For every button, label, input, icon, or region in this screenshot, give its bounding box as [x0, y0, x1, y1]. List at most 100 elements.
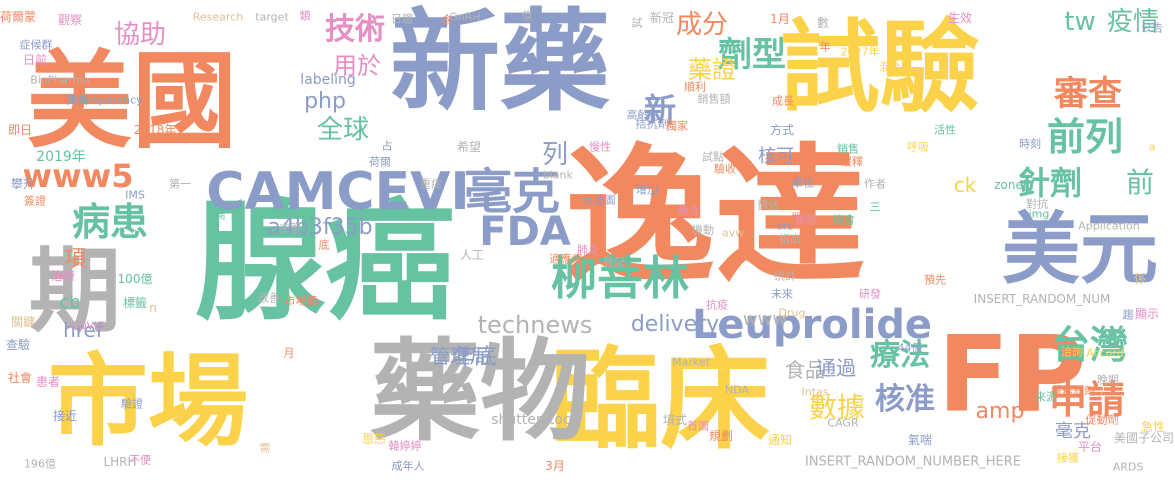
cloud-word: 需: [259, 441, 271, 455]
cloud-word: 新冠: [649, 11, 675, 25]
cloud-word: 洽詢: [1061, 345, 1083, 359]
cloud-word: 臨床: [550, 336, 770, 464]
cloud-word: 核可: [758, 146, 794, 167]
cloud-word: 成長: [772, 94, 794, 108]
cloud-word: 三: [869, 200, 881, 214]
cloud-word: 研發: [859, 287, 881, 301]
cloud-word: 改善: [258, 291, 280, 305]
cloud-word: ck: [953, 173, 977, 197]
cloud-word: CAGR: [827, 416, 859, 430]
cloud-word: 首圖: [687, 419, 709, 433]
cloud-word: 新: [643, 91, 677, 129]
cloud-word: 底: [318, 238, 330, 252]
cloud-word: 高齡化: [626, 108, 660, 122]
cloud-word: delivery: [630, 312, 720, 337]
cloud-word: 年底: [452, 345, 498, 370]
cloud-word: Research: [192, 10, 244, 24]
cloud-word: 病患: [71, 200, 149, 244]
cloud-word: 急性: [1140, 420, 1166, 434]
cloud-word: 毫克: [463, 164, 561, 220]
cloud-word: 不便: [129, 453, 151, 467]
cloud-word: 占: [381, 139, 393, 153]
cloud-word: 適應症: [549, 252, 583, 266]
cloud-word: tw: [1064, 7, 1096, 37]
cloud-word: 藥物: [370, 328, 590, 456]
cloud-word: 日前: [22, 53, 48, 67]
cloud-word: 肺炎: [577, 243, 599, 257]
cloud-word: 試驗: [780, 9, 980, 126]
cloud-word: LHRH: [103, 455, 137, 469]
cloud-word: 統計: [774, 269, 796, 283]
cloud-word: COVID: [70, 319, 106, 333]
cloud-word: 平台: [1077, 440, 1103, 454]
cloud-word: 年: [819, 40, 831, 54]
cloud-word: 公告: [1141, 21, 1163, 35]
cloud-word: 增加: [636, 183, 658, 197]
cloud-word: 疫情: [1106, 7, 1160, 37]
cloud-word: INSERT_RANDOM_NUMBER_HERE: [805, 454, 1021, 470]
cloud-word: 驗證: [121, 397, 143, 411]
cloud-word: 試: [631, 16, 643, 30]
cloud-word: 美元: [1001, 205, 1159, 295]
cloud-word: 係: [1133, 272, 1147, 286]
cloud-word: labeling: [300, 72, 356, 88]
cloud-word: 規劃: [708, 429, 734, 443]
cloud-word: 療法: [870, 338, 930, 373]
cloud-word: 銷售: [837, 142, 859, 156]
cloud-word: 填式: [662, 413, 688, 427]
cloud-word: 荷爾蒙: [0, 10, 37, 24]
cloud-word: 驗收: [714, 162, 736, 176]
cloud-word: 項: [63, 247, 87, 272]
cloud-word: BioPharma: [30, 73, 90, 87]
cloud-word: 通知: [767, 433, 793, 447]
cloud-word: CAMCEVI: [206, 162, 470, 222]
cloud-word: 第一: [169, 177, 191, 191]
cloud-word: 預估: [757, 198, 779, 212]
cloud-word: ARDS: [1112, 460, 1144, 474]
cloud-word: 時刻: [1019, 137, 1041, 151]
cloud-word: 藥證: [688, 56, 736, 84]
cloud-word: 拮抗劑: [635, 117, 669, 131]
cloud-word: 高: [214, 208, 226, 222]
cloud-word: FDA: [479, 209, 571, 255]
cloud-word: 荷爾: [369, 155, 391, 169]
cloud-word: 攀升: [10, 177, 36, 191]
cloud-word: 食品: [785, 358, 825, 382]
cloud-word: 趨: [1122, 308, 1134, 322]
cloud-word: 嚴峻: [791, 211, 813, 225]
cloud-word: 重症: [420, 177, 442, 191]
cloud-word: 試點: [702, 150, 724, 164]
cloud-word: 登記: [603, 255, 625, 269]
cloud-word: 1月: [770, 12, 790, 26]
cloud-word: 順利: [684, 80, 706, 94]
cloud-word: 逸達: [564, 131, 866, 305]
cloud-word: 緩釋: [841, 155, 863, 169]
cloud-word: avw: [721, 226, 745, 240]
cloud-word: 柳菩林: [551, 251, 689, 305]
cloud-word: 成年人: [391, 459, 425, 473]
cloud-word: 前: [1125, 166, 1155, 199]
cloud-word: 申請: [1048, 378, 1126, 422]
cloud-word: a: [1148, 140, 1156, 154]
cloud-word: 方式: [769, 123, 795, 137]
cloud-word: 晚期: [1097, 373, 1119, 387]
cloud-word: src: [776, 219, 794, 233]
cloud-word: shutterstock: [491, 412, 579, 428]
cloud-word: Application: [1078, 219, 1140, 233]
cloud-word: 列: [541, 140, 569, 170]
cloud-word: Intas: [801, 385, 829, 399]
cloud-word: 指出: [779, 232, 801, 246]
cloud-word: 美國子公司: [1113, 431, 1175, 445]
cloud-word: 患者: [35, 375, 61, 389]
cloud-word: php: [304, 89, 346, 114]
cloud-word: 抗疫: [706, 298, 728, 312]
cloud-word: 緩釋針劑: [1051, 384, 1095, 398]
cloud-word: 196億: [24, 457, 56, 471]
cloud-word: a4b3f35b: [267, 215, 373, 240]
cloud-word: 對抗: [1026, 197, 1048, 211]
cloud-word: target: [255, 10, 289, 24]
cloud-word: 查驗: [5, 338, 31, 352]
cloud-word: 活性: [934, 123, 956, 137]
cloud-word: www5: [22, 157, 134, 195]
